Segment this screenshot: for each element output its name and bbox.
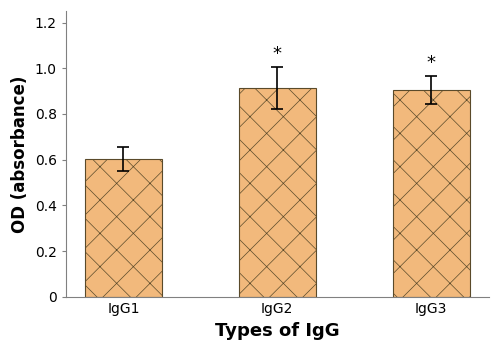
- Bar: [85, 159, 162, 297]
- Text: *: *: [273, 45, 282, 63]
- Y-axis label: OD (absorbance): OD (absorbance): [11, 75, 29, 233]
- Bar: [392, 90, 469, 297]
- Bar: [239, 88, 316, 297]
- X-axis label: Types of IgG: Types of IgG: [215, 322, 340, 340]
- Text: *: *: [426, 54, 436, 72]
